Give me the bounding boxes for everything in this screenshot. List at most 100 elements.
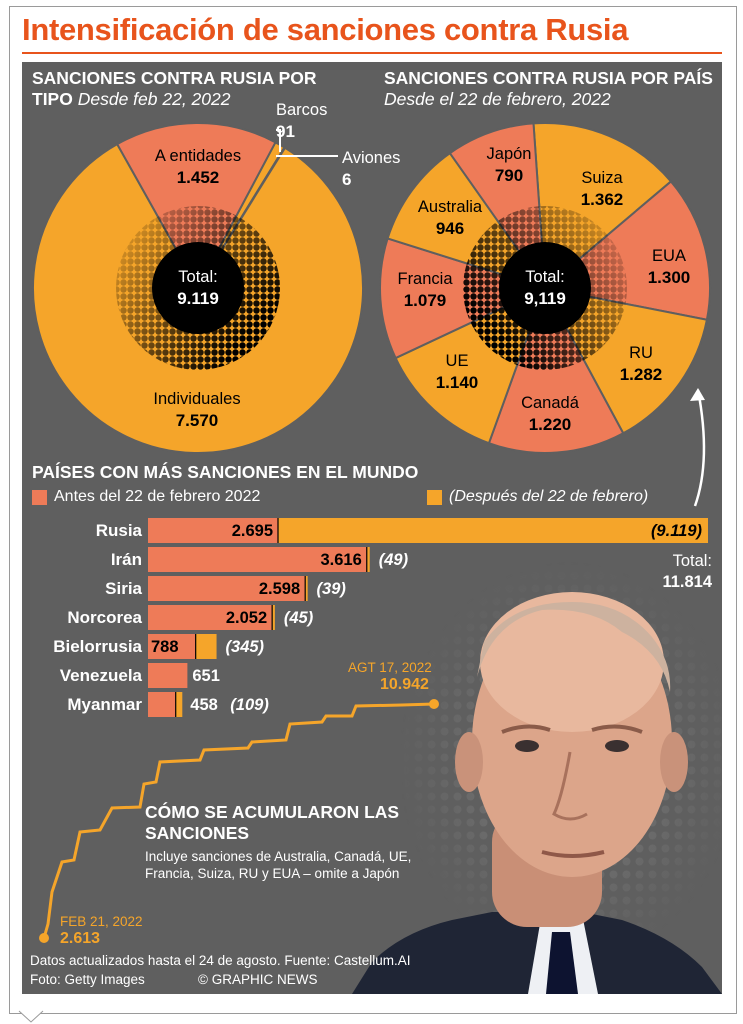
line-start-point — [39, 933, 49, 943]
title-rule — [22, 52, 722, 54]
slice-label-ru: RU 1.282 — [606, 343, 676, 386]
bar-chart: 2.695 (9.119) 3.616 (49) 2.598 (39) 2.052 (45) 7… — [148, 518, 708, 717]
slice-label-suiza: Suiza 1.362 — [557, 168, 647, 211]
bar-value-after-siria: (39) — [317, 580, 347, 598]
bar-value-after-myanmar: (109) — [230, 696, 269, 714]
slice-japon-name: Japón — [486, 145, 532, 163]
slice-label-australia: Australia 946 — [400, 197, 500, 240]
slice-barcos-value: 91 — [276, 122, 295, 141]
slice-entidades-value: 1.452 — [176, 168, 220, 187]
legend-swatch-before — [32, 490, 47, 505]
bar-label-siria: Siria — [105, 579, 142, 598]
pie-type-title-text: SANCIONES CONTRA RUSIA POR TIPO — [32, 68, 317, 109]
bar-value-after-rusia: (9.119) — [651, 522, 703, 540]
slice-label-aviones: Aviones 6 — [342, 148, 422, 191]
bar-chart-title: PAÍSES CON MÁS SANCIONES EN EL MUNDO — [32, 462, 419, 482]
pie-country-subtitle: Desde el 22 de febrero, 2022 — [384, 89, 611, 109]
slice-label-entidades: A entidades 1.452 — [128, 146, 268, 189]
footer-graphic-credit: © GRAPHIC NEWS — [198, 972, 318, 987]
slice-barcos-name: Barcos — [276, 101, 328, 119]
charts-svg: 2.695 (9.119) 3.616 (49) 2.598 (39) 2.052 (45) 7… — [32, 122, 722, 994]
slice-label-canada: Canadá 1.220 — [505, 393, 595, 436]
bar-value-before-iran: 3.616 — [320, 551, 361, 569]
slice-eua-name: EUA — [652, 247, 686, 265]
line-end-value: 10.942 — [380, 676, 429, 693]
footer-source: Datos actualizados hasta el 24 de agosto… — [30, 953, 411, 968]
putin-photo — [352, 592, 722, 994]
bar-value-after-iran: (49) — [379, 551, 409, 569]
arrow-curve — [693, 389, 706, 507]
bar-after-bielorrusia — [195, 634, 217, 659]
pie-type-subtitle: Desde feb 22, 2022 — [77, 89, 231, 109]
bar-value-before-myanmar: 458 — [190, 696, 218, 714]
legend-swatch-after — [427, 490, 442, 505]
bar-total-value: 11.814 — [662, 573, 712, 591]
frame-notch — [18, 1010, 44, 1023]
slice-ru-name: RU — [629, 344, 653, 362]
accumulation-line — [42, 702, 435, 939]
bar-before-siria — [148, 576, 306, 601]
slice-individuales-value: 7.570 — [175, 411, 219, 430]
line-chart-note: Incluye sanciones de Australia, Canadá, … — [145, 849, 412, 881]
bar-before-iran — [148, 547, 367, 572]
bar-total-label: Total: — [672, 552, 712, 570]
bar-before-myanmar — [148, 692, 176, 717]
slice-eua-value: 1.300 — [647, 268, 691, 287]
bar-value-after-bielorrusia: (345) — [226, 638, 265, 656]
slice-canada-name: Canadá — [521, 394, 579, 412]
line-end-point — [429, 699, 439, 709]
slice-australia-name: Australia — [417, 198, 483, 216]
bar-before-rusia — [148, 518, 278, 543]
bar-category-labels: Rusia Irán Siria Norcorea Bielorrusia Ve… — [22, 518, 142, 718]
slice-suiza-value: 1.362 — [580, 190, 624, 209]
pie-country-total-value: 9,119 — [524, 289, 566, 308]
graphic-panel: SANCIONES CONTRA RUSIA POR TIPO Desde fe… — [22, 62, 722, 994]
pie-country-core — [499, 242, 591, 334]
slice-canada-value: 1.220 — [528, 415, 572, 434]
bar-value-before-norcorea: 2.052 — [226, 609, 267, 627]
line-start-value: 2.613 — [60, 930, 101, 947]
slice-ue-name: UE — [445, 352, 469, 370]
legend-label-after: (Después del 22 de febrero) — [449, 488, 649, 505]
bar-label-venezuela: Venezuela — [59, 666, 142, 685]
slice-label-barcos: Barcos 91 — [276, 100, 356, 143]
pie-slice-francia — [379, 237, 548, 360]
slice-suiza-name: Suiza — [581, 169, 623, 187]
pie-type-total-value: 9.119 — [177, 289, 219, 308]
line-start-date: FEB 21, 2022 — [60, 914, 143, 929]
pie-country-title: SANCIONES CONTRA RUSIA POR PAÍS Desde el… — [384, 68, 714, 110]
bar-label-bielorrusia: Bielorrusia — [53, 637, 142, 656]
bar-after-norcorea — [272, 605, 275, 630]
bar-value-before-rusia: 2.695 — [232, 522, 273, 540]
slice-japon-value: 790 — [494, 166, 524, 185]
slice-label-individuales: Individuales 7.570 — [122, 389, 272, 432]
slice-francia-value: 1.079 — [403, 291, 447, 310]
line-chart-title: CÓMO SE ACUMULARON LAS SANCIONES — [145, 802, 400, 843]
slice-australia-value: 946 — [435, 219, 465, 238]
pie-slice-canada — [487, 285, 625, 454]
bar-before-norcorea — [148, 605, 273, 630]
line-end-date: AGT 17, 2022 — [348, 660, 432, 675]
slice-aviones-value: 6 — [342, 170, 352, 189]
bar-value-before-siria: 2.598 — [259, 580, 300, 598]
bar-label-rusia: Rusia — [95, 521, 142, 540]
bar-after-rusia — [278, 518, 708, 543]
bar-total: Total: 11.814 — [622, 551, 712, 593]
pie-country-title-text: SANCIONES CONTRA RUSIA POR PAÍS — [384, 68, 713, 88]
bar-label-norcorea: Norcorea — [67, 608, 142, 627]
pie-type-total: Total: 9.119 — [148, 267, 248, 310]
slice-ue-value: 1.140 — [435, 373, 479, 392]
slice-individuales-name: Individuales — [153, 390, 241, 408]
pie-type-total-label: Total: — [178, 268, 218, 286]
slice-francia-name: Francia — [397, 270, 453, 288]
legend-label-before: Antes del 22 de febrero 2022 — [54, 488, 261, 505]
slice-label-francia: Francia 1.079 — [380, 269, 470, 312]
pie-type-core — [152, 242, 244, 334]
bar-label-iran: Irán — [110, 550, 142, 569]
bar-value-before-bielorrusia: 788 — [151, 638, 179, 656]
pie-type-title: SANCIONES CONTRA RUSIA POR TIPO Desde fe… — [32, 68, 332, 110]
bar-before-bielorrusia — [148, 634, 196, 659]
accumulation-line-chart — [39, 699, 439, 943]
bar-after-myanmar — [175, 692, 183, 717]
bar-value-before-venezuela: 651 — [192, 667, 220, 685]
